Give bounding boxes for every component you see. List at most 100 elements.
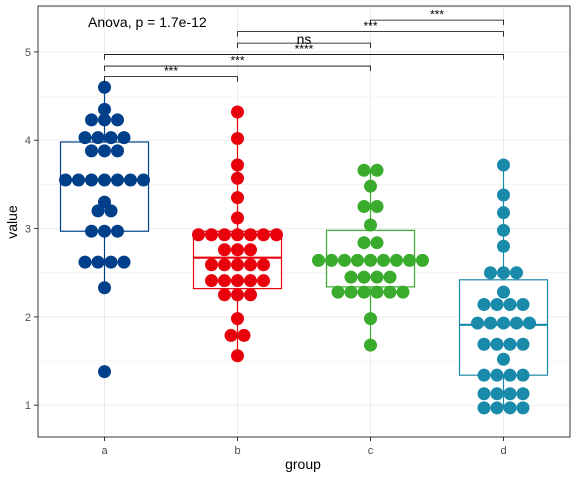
data-point xyxy=(192,228,205,242)
data-point xyxy=(477,337,491,351)
data-point xyxy=(224,328,238,342)
data-point xyxy=(104,255,118,269)
data-point xyxy=(503,337,517,351)
data-point xyxy=(231,105,244,119)
data-point xyxy=(231,228,244,242)
data-point xyxy=(403,253,416,267)
data-point xyxy=(490,387,504,401)
x-tick-label: a xyxy=(101,445,108,457)
data-point xyxy=(124,173,137,187)
significance-label: *** xyxy=(430,8,444,22)
data-point xyxy=(497,285,510,299)
data-point xyxy=(390,253,403,267)
data-point xyxy=(218,243,231,257)
data-point xyxy=(484,316,497,330)
data-point xyxy=(370,163,384,177)
data-point xyxy=(117,255,131,269)
data-point xyxy=(98,224,111,238)
y-tick-label: 2 xyxy=(25,312,31,324)
data-point xyxy=(497,239,510,253)
y-axis-label: value xyxy=(4,205,20,239)
y-tick-label: 3 xyxy=(25,224,31,236)
bracket-line xyxy=(104,76,238,82)
data-point xyxy=(370,236,384,250)
data-point xyxy=(357,199,371,213)
brackets: **********ns****** xyxy=(104,8,504,82)
data-point xyxy=(85,113,98,127)
data-point xyxy=(490,337,504,351)
data-point xyxy=(78,131,92,145)
data-point xyxy=(72,173,85,187)
axes: 1 2 3 4 5 a b c d xyxy=(25,47,507,457)
dots-c xyxy=(312,163,429,352)
data-point xyxy=(516,337,530,351)
data-point xyxy=(370,285,384,299)
data-point xyxy=(516,368,530,382)
data-point xyxy=(85,173,98,187)
data-point xyxy=(396,285,410,299)
data-point xyxy=(370,270,384,284)
data-point xyxy=(351,253,364,267)
data-point xyxy=(111,224,124,238)
dots xyxy=(59,80,536,415)
data-point xyxy=(503,298,517,312)
bracket-line xyxy=(237,31,504,37)
x-tick-label: b xyxy=(234,445,240,457)
data-point xyxy=(244,243,257,257)
data-point xyxy=(91,131,105,145)
data-point xyxy=(98,281,111,295)
data-point xyxy=(98,102,111,116)
data-point xyxy=(490,401,504,415)
data-point xyxy=(497,223,510,237)
data-point xyxy=(357,163,371,177)
data-point xyxy=(497,266,510,280)
data-point xyxy=(218,258,231,272)
data-point xyxy=(383,285,397,299)
data-point xyxy=(503,401,517,415)
data-point xyxy=(91,255,105,269)
data-point xyxy=(344,270,358,284)
data-point xyxy=(111,173,124,187)
y-tick-label: 4 xyxy=(25,135,31,147)
x-tick-label: d xyxy=(500,445,506,457)
data-point xyxy=(477,401,491,415)
data-point xyxy=(231,243,244,257)
data-point xyxy=(477,368,491,382)
bracket-b-d: *** xyxy=(237,19,504,37)
data-point xyxy=(357,270,371,284)
data-point xyxy=(98,173,111,187)
data-point xyxy=(490,368,504,382)
data-point xyxy=(257,228,270,242)
x-tick-label: c xyxy=(368,445,374,457)
data-point xyxy=(231,288,244,302)
data-point xyxy=(497,158,510,172)
data-point xyxy=(490,298,504,312)
data-point xyxy=(218,288,231,302)
bracket-line xyxy=(104,54,504,60)
data-point xyxy=(510,316,523,330)
bracket-c-d: *** xyxy=(370,8,504,26)
data-point xyxy=(516,298,530,312)
data-point xyxy=(471,316,484,330)
data-point xyxy=(218,274,231,288)
data-point xyxy=(503,387,517,401)
dots-b xyxy=(192,105,283,363)
x-axis-label: group xyxy=(285,456,321,472)
data-point xyxy=(331,285,345,299)
data-point xyxy=(111,113,124,127)
data-point xyxy=(503,368,517,382)
data-point xyxy=(338,253,351,267)
bracket-a-c: *** xyxy=(104,54,371,72)
data-point xyxy=(231,349,244,363)
panel-border xyxy=(37,5,571,438)
data-point xyxy=(497,352,510,366)
data-point xyxy=(137,173,150,187)
data-point xyxy=(104,131,118,145)
bracket-a-d: **** xyxy=(104,42,504,60)
data-point xyxy=(231,191,244,205)
bracket-line xyxy=(370,19,504,26)
bracket-b-c: ns xyxy=(237,31,371,49)
data-point xyxy=(98,80,111,94)
bracket-a-b: *** xyxy=(104,64,238,82)
data-point xyxy=(497,316,510,330)
